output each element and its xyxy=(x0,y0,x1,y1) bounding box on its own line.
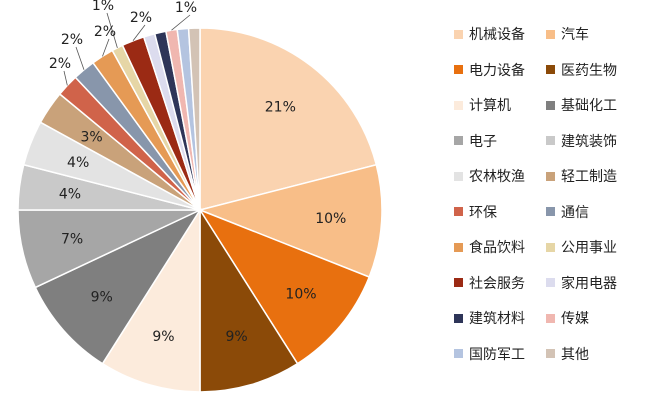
legend-swatch xyxy=(454,313,463,323)
legend-label: 轻工制造 xyxy=(561,169,617,185)
leader-line-18 xyxy=(171,14,191,31)
legend-swatch xyxy=(454,100,463,110)
legend-label: 公用事业 xyxy=(561,240,617,256)
legend-item-3: 电力设备 xyxy=(454,60,525,80)
legend-swatch xyxy=(454,136,463,145)
leader-line-15 xyxy=(132,24,146,42)
legend-label: 农林牧渔 xyxy=(469,169,525,185)
leader-lines xyxy=(63,12,191,86)
legend-item-19: 国防军工 xyxy=(454,344,525,364)
legend-swatch xyxy=(546,313,555,323)
legend-swatch xyxy=(454,65,463,74)
pie-label-8: 4% xyxy=(59,187,81,203)
pie-slice-3 xyxy=(198,208,371,365)
legend-swatch xyxy=(546,242,555,252)
legend-label: 医药生物 xyxy=(561,62,617,79)
legend-swatch xyxy=(546,100,555,110)
legend-item-13: 食品饮料 xyxy=(454,237,525,257)
legend-item-17: 建筑材料 xyxy=(454,308,525,328)
legend-label: 计算机 xyxy=(469,98,511,114)
legend-item-6: 基础化工 xyxy=(546,95,617,115)
legend-swatch xyxy=(454,171,463,181)
legend-item-12: 通信 xyxy=(546,202,589,222)
legend-label: 电子 xyxy=(469,133,497,150)
legend-item-10: 轻工制造 xyxy=(546,166,617,186)
leader-line-13 xyxy=(102,38,110,57)
pie-slices xyxy=(17,27,383,393)
pie-slice-4 xyxy=(199,207,299,393)
legend-item-4: 医药生物 xyxy=(546,60,617,80)
legend-label: 国防军工 xyxy=(469,346,525,363)
pie-label-2: 10% xyxy=(315,211,346,227)
legend-item-20: 其他 xyxy=(546,344,589,364)
legend-item-8: 建筑装饰 xyxy=(546,131,617,151)
pie-label-7: 7% xyxy=(61,232,83,248)
pie-label-6: 9% xyxy=(91,290,113,306)
pie-slice-6 xyxy=(34,208,203,365)
legend-swatch xyxy=(454,278,463,287)
legend-item-7: 电子 xyxy=(454,131,497,151)
legend-swatch xyxy=(454,242,463,252)
legend-swatch xyxy=(546,171,555,181)
legend-label: 建筑材料 xyxy=(469,311,525,327)
legend-label: 传媒 xyxy=(561,311,589,327)
legend-swatch xyxy=(546,349,555,358)
legend-swatch xyxy=(454,207,463,216)
legend-label: 机械设备 xyxy=(469,27,525,43)
leader-line-12 xyxy=(75,46,85,70)
legend-swatch xyxy=(454,29,463,39)
legend-label: 建筑装饰 xyxy=(561,133,617,150)
legend-swatch xyxy=(546,136,555,145)
pie-label-3: 10% xyxy=(285,287,316,303)
pie-label-13: 2% xyxy=(94,24,116,40)
legend-label: 通信 xyxy=(561,204,589,221)
legend-item-18: 传媒 xyxy=(546,308,589,328)
legend-swatch xyxy=(546,278,555,287)
pie-percentage-labels: 21% 10% 10% 9% 9% 9% 7% 4% 4% 3% 2% 2% 2% 1% 2% 1% xyxy=(49,0,346,345)
legend-label: 家用电器 xyxy=(561,275,617,292)
legend-label: 基础化工 xyxy=(561,98,617,114)
legend: 机械设备 汽车电力设备 医药生物计算机 基础化工电子 建筑装饰农林牧渔 轻工制造环保 通信食… xyxy=(454,24,644,384)
legend-item-5: 计算机 xyxy=(454,95,511,115)
legend-label: 电力设备 xyxy=(469,62,525,79)
legend-item-9: 农林牧渔 xyxy=(454,166,525,186)
leader-line-11 xyxy=(63,70,68,86)
leader-line-14 xyxy=(106,12,118,48)
pie-label-9: 4% xyxy=(67,155,89,171)
pie-label-12: 2% xyxy=(61,32,83,48)
pie-label-10: 3% xyxy=(81,129,103,145)
legend-label: 其他 xyxy=(561,346,589,363)
legend-swatch xyxy=(546,29,555,39)
pie-label-5: 9% xyxy=(152,329,174,345)
pie-slice-1 xyxy=(199,27,378,211)
pie-label-18: 1% xyxy=(175,0,197,16)
legend-label: 社会服务 xyxy=(469,275,525,292)
legend-item-1: 机械设备 xyxy=(454,24,525,44)
legend-item-15: 社会服务 xyxy=(454,273,525,293)
legend-item-16: 家用电器 xyxy=(546,273,617,293)
legend-label: 食品饮料 xyxy=(469,240,525,256)
pie-label-11: 2% xyxy=(49,56,71,72)
pie-slice-2 xyxy=(197,163,383,278)
pie-label-15: 2% xyxy=(130,10,152,26)
pie-label-14: 1% xyxy=(92,0,114,14)
legend-label: 汽车 xyxy=(561,27,589,43)
pie-label-4: 9% xyxy=(225,329,247,345)
legend-item-11: 环保 xyxy=(454,202,497,222)
legend-label: 环保 xyxy=(469,204,497,221)
pie-slice-20 xyxy=(187,27,201,211)
legend-item-2: 汽车 xyxy=(546,24,589,44)
pie-label-1: 21% xyxy=(265,99,296,115)
legend-swatch xyxy=(546,207,555,216)
pie-slice-5 xyxy=(101,207,201,393)
legend-item-14: 公用事业 xyxy=(546,237,617,257)
legend-swatch xyxy=(546,65,555,74)
legend-swatch xyxy=(454,349,463,358)
